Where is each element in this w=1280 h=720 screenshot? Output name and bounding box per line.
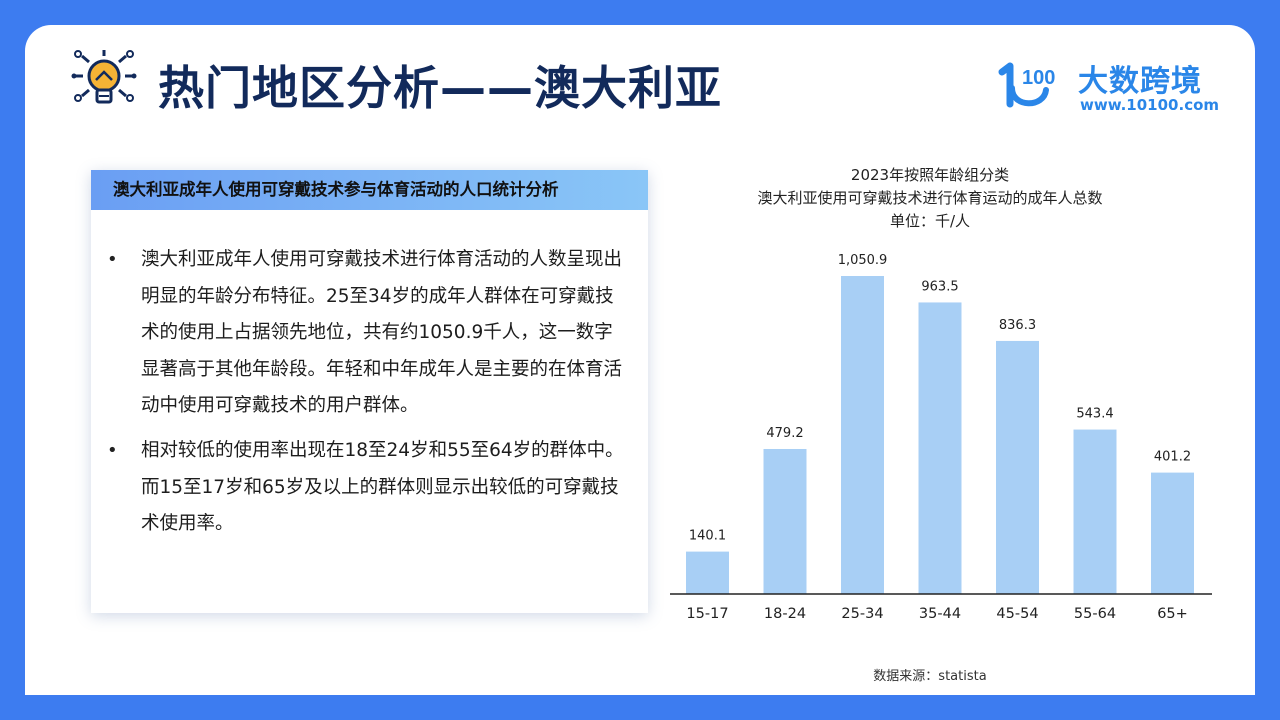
value-label-18-24: 479.2: [766, 426, 803, 441]
bullet-item-1: • 澳大利亚成年人使用可穿戴技术进行体育活动的人数呈现出明显的年龄分布特征。25…: [107, 242, 627, 425]
chart-title: 2023年按照年龄组分类: [851, 166, 1009, 184]
brand-name: 大数跨境: [1078, 64, 1202, 99]
bullet-text-2: 相对较低的使用率出现在18至24岁和55至64岁的群体中。而15至17岁和65岁…: [141, 440, 624, 534]
value-label-35-44: 963.5: [921, 279, 958, 294]
value-label-55-64: 543.4: [1076, 407, 1113, 422]
bullet-text-1: 澳大利亚成年人使用可穿戴技术进行体育活动的人数呈现出明显的年龄分布特征。25至3…: [141, 249, 623, 416]
category-label-65+: 65+: [1157, 606, 1188, 622]
logo-mark-text: 100: [1022, 67, 1055, 89]
lightbulb-icon: [71, 50, 137, 104]
data-source: 数据来源：statista: [873, 669, 987, 684]
bar-35-44: [918, 302, 962, 594]
bar-25-34: [841, 276, 884, 594]
bar-18-24: [763, 448, 807, 594]
value-label-15-17: 140.1: [689, 529, 726, 544]
value-label-45-54: 836.3: [999, 318, 1036, 333]
category-label-25-34: 25-34: [841, 606, 883, 622]
category-label-45-54: 45-54: [996, 606, 1038, 622]
bar-45-54: [996, 340, 1039, 594]
bar-55-64: [1073, 429, 1117, 594]
value-label-65+: 401.2: [1154, 450, 1191, 465]
bar-15-17: [686, 551, 729, 594]
card-title: 澳大利亚成年人使用可穿戴技术参与体育活动的人口统计分析: [91, 170, 648, 210]
category-label-18-24: 18-24: [764, 606, 806, 622]
category-label-15-17: 15-17: [686, 606, 728, 622]
brand-url: www.10100.com: [1080, 96, 1220, 114]
page-title: 热门地区分析——澳大利亚: [158, 61, 722, 115]
chart-subtitle: 澳大利亚使用可穿戴技术进行体育运动的成年人总数: [757, 189, 1102, 207]
age-group-bar-chart: 2023年按照年龄组分类 澳大利亚使用可穿戴技术进行体育运动的成年人总数 单位：…: [670, 166, 1212, 622]
bullet-dot: •: [107, 249, 118, 270]
category-label-55-64: 55-64: [1074, 606, 1116, 622]
brand-logo-icon: 100: [998, 62, 1055, 108]
bullet-dot: •: [107, 440, 118, 461]
analysis-card: 澳大利亚成年人使用可穿戴技术参与体育活动的人口统计分析 • 澳大利亚成年人使用可…: [91, 170, 648, 613]
category-label-35-44: 35-44: [919, 606, 961, 622]
bullet-item-2: • 相对较低的使用率出现在18至24岁和55至64岁的群体中。而15至17岁和6…: [107, 433, 627, 543]
bar-65+: [1151, 472, 1194, 594]
value-label-25-34: 1,050.9: [838, 253, 888, 268]
chart-unit: 单位：千/人: [890, 212, 970, 230]
slide-panel-bottom: [25, 660, 1255, 695]
